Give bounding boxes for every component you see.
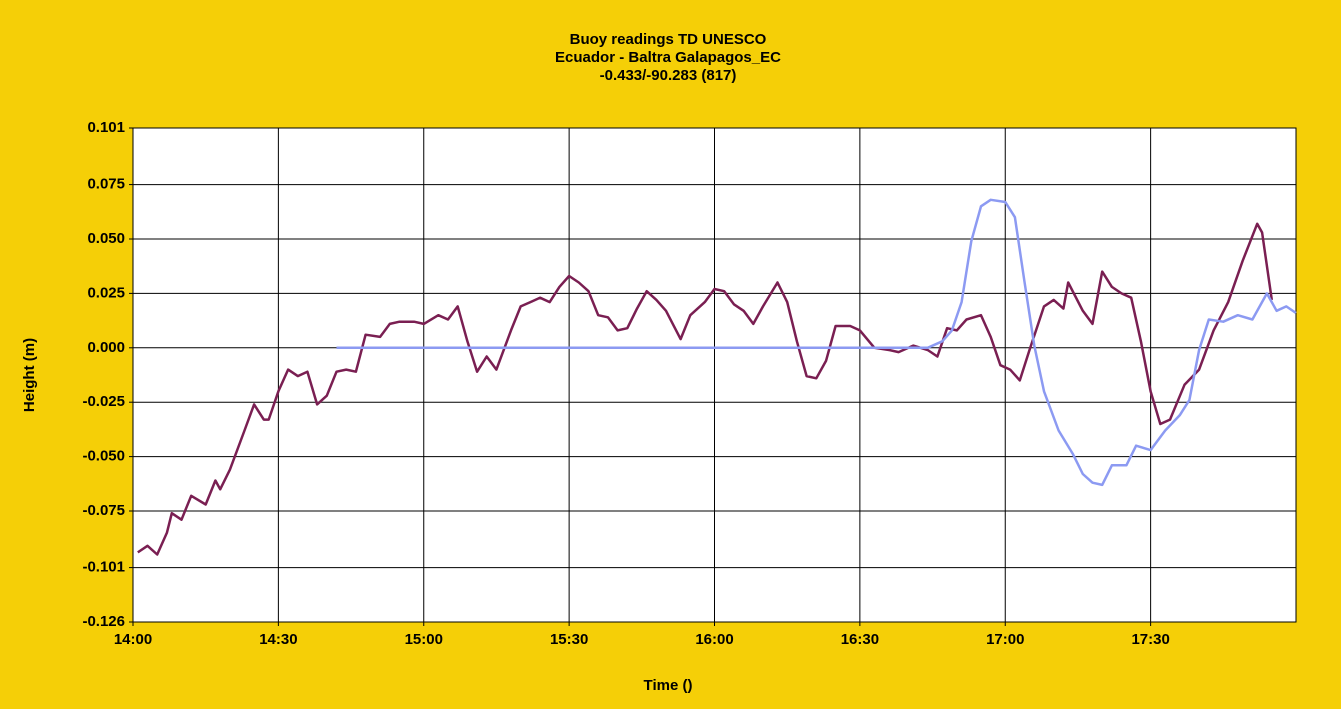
x-tick-label: 17:30 (1131, 631, 1169, 648)
y-tick-label: -0.050 (82, 448, 125, 465)
chart-subtitle: -0.433/-90.283 (817) (600, 67, 737, 84)
y-axis-label: Height (m) (21, 338, 38, 412)
x-tick-label: 17:00 (986, 631, 1024, 648)
data-line (137, 222, 1274, 556)
chart-title: Buoy readings TD UNESCO (570, 31, 767, 48)
x-tick-label: 15:30 (550, 631, 588, 648)
y-tick-label: -0.126 (82, 613, 125, 630)
y-tick-label: 0.000 (87, 339, 125, 356)
y-tick-label: 0.101 (87, 119, 125, 136)
x-tick-label: 16:00 (695, 631, 733, 648)
x-tick-label: 16:30 (841, 631, 879, 648)
x-axis-label: Time () (644, 677, 693, 694)
chart-subtitle: Ecuador - Baltra Galapagos_EC (555, 49, 781, 66)
y-tick-label: 0.050 (87, 230, 125, 247)
x-tick-label: 15:00 (405, 631, 443, 648)
x-tick-label: 14:30 (259, 631, 297, 648)
y-tick-label: 0.025 (87, 284, 125, 301)
x-tick-label: 14:00 (114, 631, 152, 648)
y-tick-label: 0.075 (87, 176, 125, 193)
y-tick-label: -0.101 (82, 559, 125, 576)
y-tick-label: -0.025 (82, 393, 125, 410)
y-tick-label: -0.075 (82, 502, 125, 519)
data-line (336, 198, 1297, 487)
